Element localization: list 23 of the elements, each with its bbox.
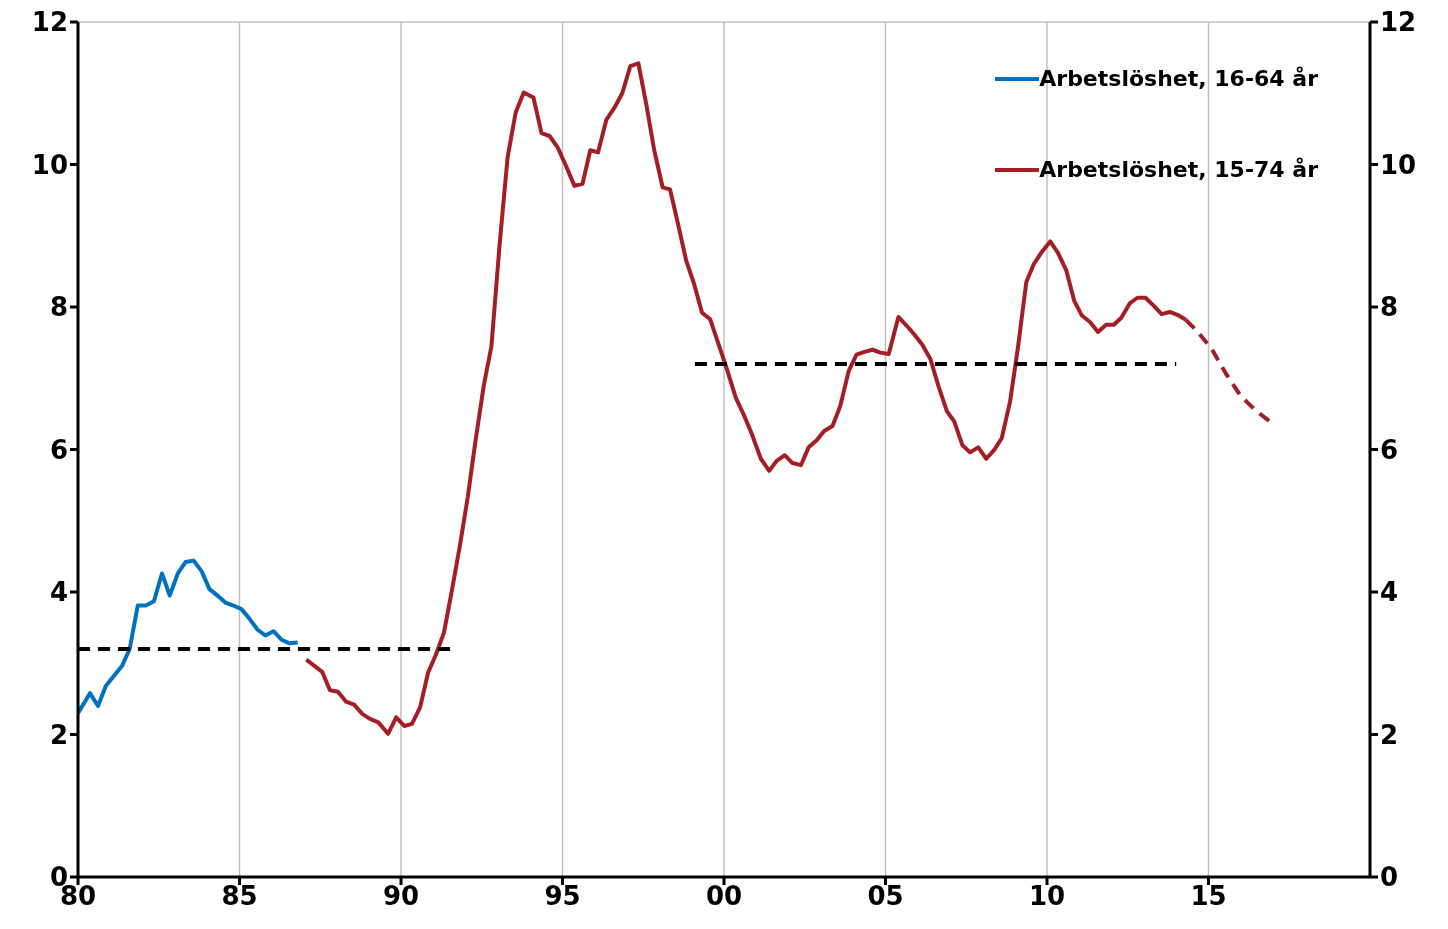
x-tick-label: 90 bbox=[382, 881, 420, 912]
y-tick-label: 6 bbox=[49, 434, 68, 465]
y-tick-label: 8 bbox=[49, 292, 68, 323]
legend-label: Arbetslöshet, 16-64 år bbox=[1039, 66, 1318, 91]
y2-tick-label: 6 bbox=[1380, 434, 1399, 465]
x-tick-label: 10 bbox=[1028, 881, 1066, 912]
x-tick-label: 95 bbox=[544, 881, 581, 912]
y2-tick-label: 4 bbox=[1380, 577, 1399, 608]
y2-tick-label: 10 bbox=[1380, 149, 1417, 180]
x-tick-label: 15 bbox=[1190, 881, 1227, 912]
legend-label: Arbetslöshet, 15-74 år bbox=[1039, 157, 1318, 182]
y-tick-label: 12 bbox=[31, 7, 68, 38]
y-tick-label: 2 bbox=[49, 719, 68, 750]
x-tick-label: 85 bbox=[221, 881, 258, 912]
line-series bbox=[78, 558, 300, 716]
y2-tick-label: 0 bbox=[1380, 862, 1399, 893]
y2-tick-label: 2 bbox=[1380, 719, 1399, 750]
y2-tick-label: 8 bbox=[1380, 292, 1399, 323]
x-tick-label: 00 bbox=[705, 881, 743, 912]
y-tick-label: 4 bbox=[49, 577, 68, 608]
y2-tick-label: 12 bbox=[1380, 7, 1417, 38]
y-tick-label: 10 bbox=[31, 149, 68, 180]
x-tick-label: 05 bbox=[867, 881, 904, 912]
